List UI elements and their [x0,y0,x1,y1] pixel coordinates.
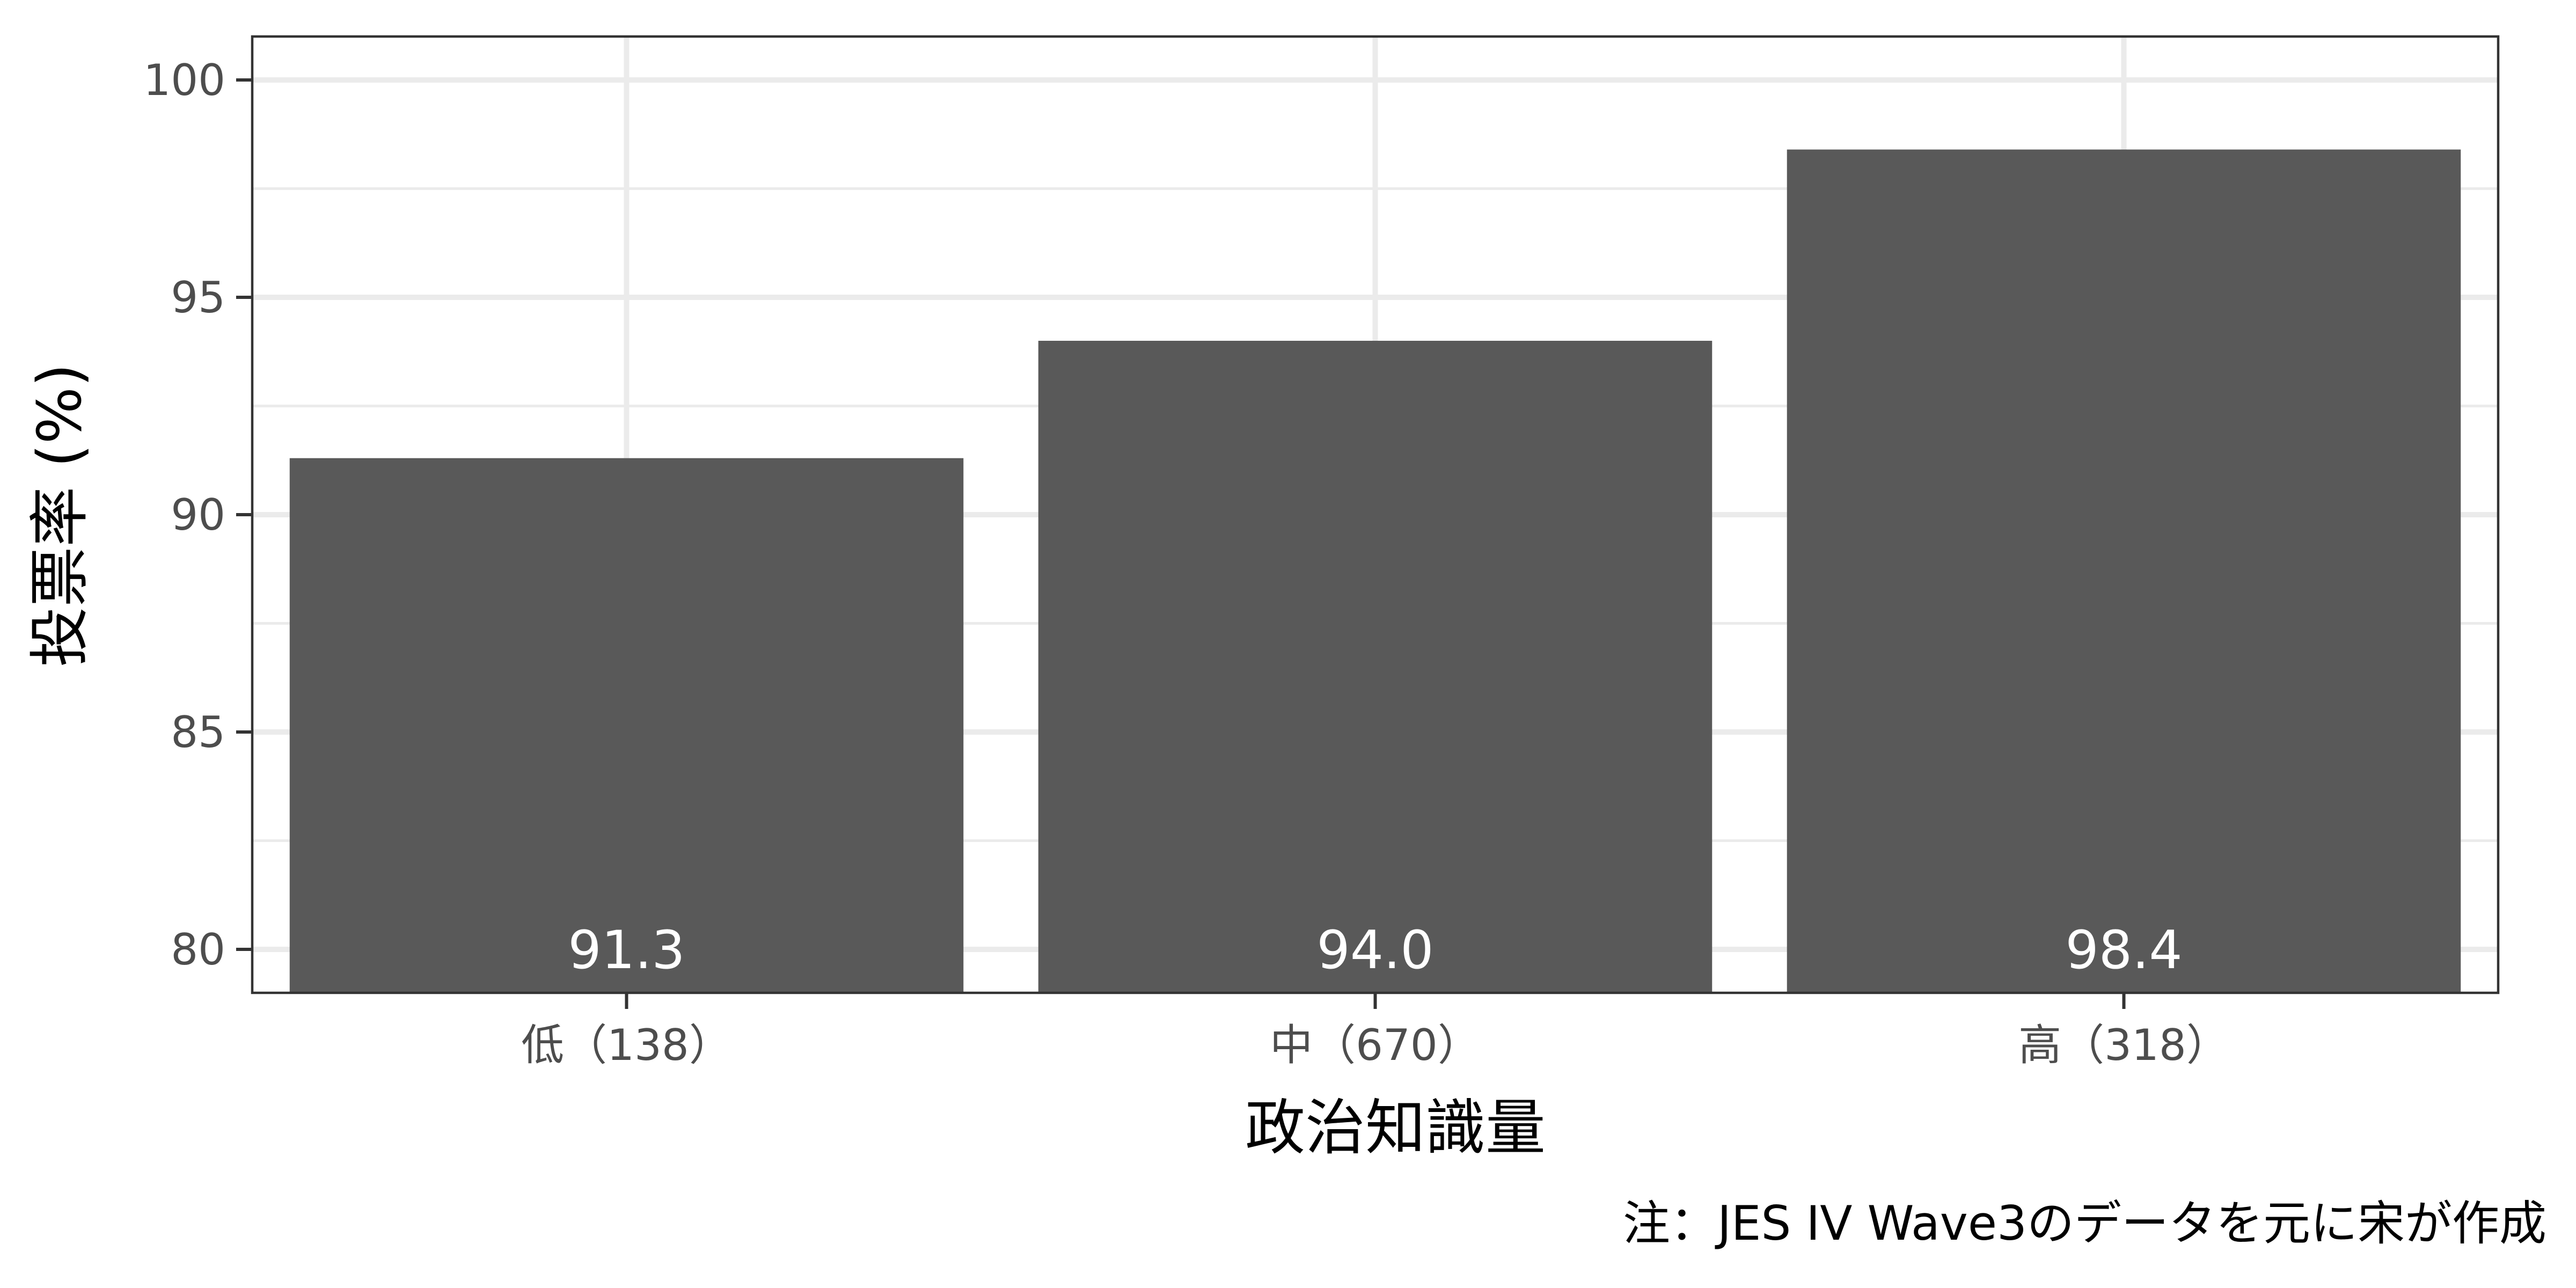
y-tick-label: 80 [171,925,225,975]
y-tick-label: 100 [143,55,225,105]
bar-data-labels: 91.3 94.0 98.4 [568,920,2182,981]
x-axis-title: 政治知識量 [1245,1093,1546,1163]
y-axis: 80 85 90 95 100 [143,55,252,975]
x-tick-label: 高（318） [2018,1020,2229,1070]
bar-data-label: 94.0 [1316,920,1433,981]
bar-data-label: 98.4 [2065,920,2182,981]
bars [289,149,2461,993]
bar [1038,341,1713,993]
chart-caption: 注：JES IV Wave3のデータを元に宋が作成 [1623,1196,2546,1251]
x-tick-label: 低（138） [521,1020,732,1070]
bar [1787,149,2461,993]
bar [289,458,964,993]
y-tick-label: 90 [171,490,225,540]
bar-data-label: 91.3 [568,920,685,981]
x-axis: 低（138） 中（670） 高（318） [521,993,2229,1070]
y-axis-title: 投票率 (%) [25,363,95,667]
x-tick-label: 中（670） [1270,1020,1481,1070]
y-tick-label: 95 [171,273,225,323]
y-tick-label: 85 [171,707,225,757]
